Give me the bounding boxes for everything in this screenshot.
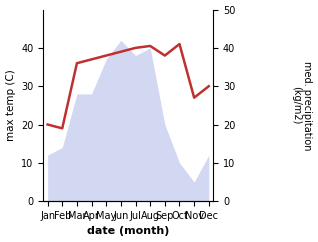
- X-axis label: date (month): date (month): [87, 227, 169, 236]
- Y-axis label: med. precipitation
(kg/m2): med. precipitation (kg/m2): [291, 60, 313, 150]
- Y-axis label: max temp (C): max temp (C): [5, 69, 16, 141]
